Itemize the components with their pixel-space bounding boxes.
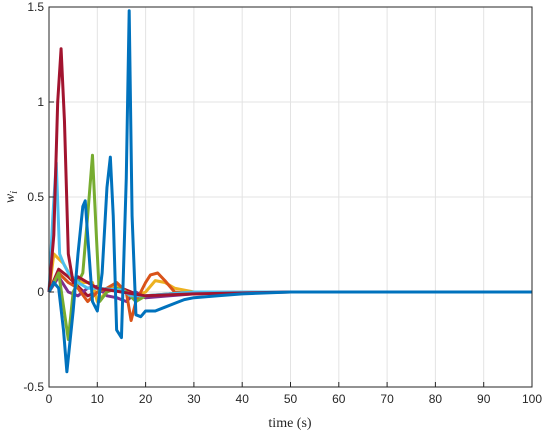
y-axis-label: wi: [3, 191, 20, 203]
x-tick-label: 30: [187, 392, 201, 406]
x-tick-label: 60: [332, 392, 346, 406]
x-tick-label: 100: [522, 392, 542, 406]
y-tick-label: 0: [37, 285, 44, 299]
x-tick-label: 80: [429, 392, 443, 406]
y-tick-label: 1: [37, 95, 44, 109]
x-tick-label: 40: [236, 392, 250, 406]
x-tick-label: 10: [91, 392, 105, 406]
y-tick-label: 1.5: [27, 0, 44, 14]
series-line: [47, 47, 532, 298]
series-line: [47, 271, 532, 322]
y-tick-label: -0.5: [23, 380, 44, 394]
x-tick-label: 90: [477, 392, 491, 406]
series-line: [47, 9, 532, 374]
labels: 0 10 20 30 40 50 60 70 80 90 100-0.500.511.5: [23, 0, 542, 406]
y-axis-label-main: w: [3, 193, 18, 203]
x-tick-label: 20: [139, 392, 153, 406]
x-axis-label: time (s): [268, 416, 311, 431]
y-axis-label-sub: i: [9, 191, 20, 194]
y-tick-label: 0.5: [27, 190, 44, 204]
x-tick-label: 70: [380, 392, 394, 406]
x-tick-label: 50: [284, 392, 298, 406]
x-tick-label: 0: [46, 392, 53, 406]
lines: [47, 9, 532, 374]
